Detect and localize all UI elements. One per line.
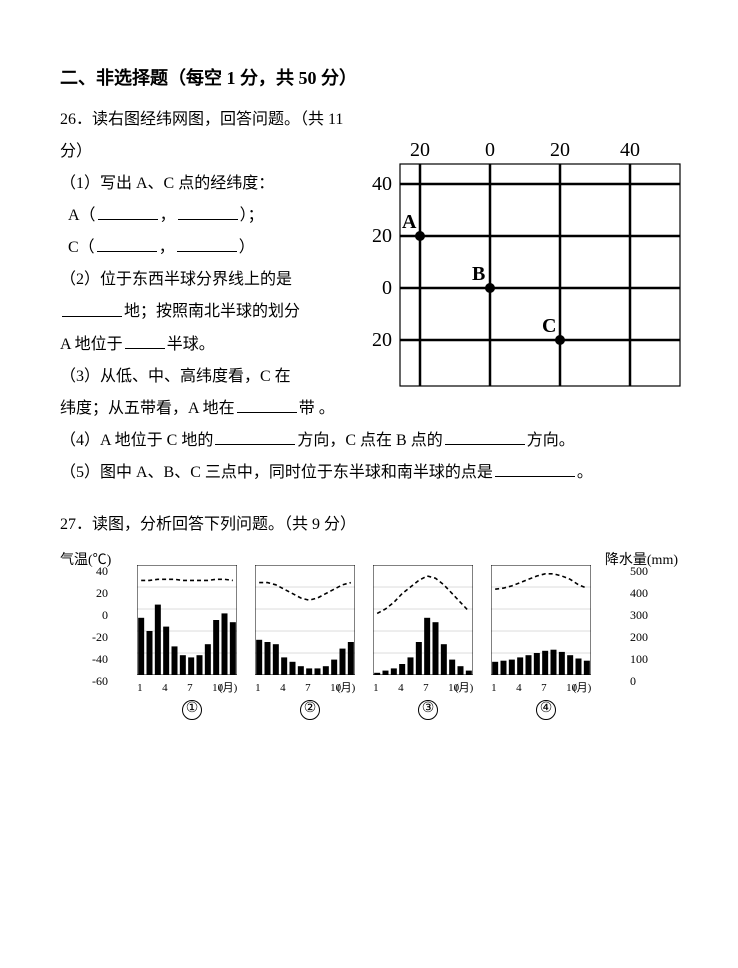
climate-chart: 14710(月) ④ (491, 565, 601, 723)
svg-text:B: B (472, 263, 485, 285)
blank (445, 425, 525, 445)
temp-tick: 20 (96, 581, 108, 605)
svg-text:20: 20 (372, 225, 392, 247)
month-axis: 14710(月) (255, 677, 365, 693)
climate-charts-row: 气温(℃) 40200-20-40-60 14710(月)①14710(月)②1… (60, 565, 678, 723)
q26-sub5: （5）图中 A、B、C 三点中，同时位于东半球和南半球的点是。 (60, 457, 678, 489)
climate-chart: 14710(月) ③ (373, 565, 483, 723)
q26-sub1: （1）写出 A、C 点的经纬度： (60, 168, 370, 200)
month-axis: 14710(月) (491, 677, 601, 693)
precip-axis: 降水量(mm) 5004003002001000 (626, 565, 678, 723)
q26-sub3a: （3）从低、中、高纬度看，C 在 (60, 361, 370, 393)
blank (178, 200, 238, 220)
question-26: 26．读右图经纬网图，回答问题。（共 11 分） （1）写出 A、C 点的经纬度… (60, 104, 678, 489)
precip-tick: 0 (630, 669, 636, 693)
blank (215, 425, 295, 445)
temp-tick: 0 (102, 603, 108, 627)
chart-number: ② (255, 695, 365, 723)
svg-text:0: 0 (382, 277, 392, 299)
precip-tick: 500 (630, 559, 648, 583)
q26-line-c: C（，） (60, 232, 370, 264)
climate-chart: 14710(月) ① (137, 565, 247, 723)
precip-tick: 100 (630, 647, 648, 671)
q26-prompt: 26．读右图经纬网图，回答问题。（共 11 分） (60, 104, 370, 168)
blank (177, 232, 237, 252)
svg-text:40: 40 (620, 139, 640, 161)
chart-number: ④ (491, 695, 601, 723)
precip-tick: 300 (630, 603, 648, 627)
svg-text:C: C (542, 315, 556, 337)
svg-text:20: 20 (372, 329, 392, 351)
blank (237, 393, 297, 413)
q27-prompt: 27．读图，分析回答下列问题。（共 9 分） (60, 509, 678, 541)
q26-line-a: A（，）； (60, 200, 370, 232)
temp-tick: -20 (92, 625, 108, 649)
q26-sub2c: A 地位于半球。 (60, 329, 370, 361)
section-title: 二、非选择题（每空 1 分，共 50 分） (60, 60, 678, 96)
precip-tick: 200 (630, 625, 648, 649)
svg-text:0: 0 (485, 139, 495, 161)
blank (495, 457, 575, 477)
q26-sub3b: 纬度；从五带看，A 地在带 。 (60, 393, 370, 425)
svg-text:40: 40 (372, 173, 392, 195)
blank (125, 329, 165, 349)
temp-tick: -60 (92, 669, 108, 693)
latlon-grid-figure: 20 0 20 40 40 20 0 20 A B C (360, 134, 690, 394)
precip-tick: 400 (630, 581, 648, 605)
blank (98, 200, 158, 220)
q26-sub2a: （2）位于东西半球分界线上的是 (60, 264, 370, 296)
blank (62, 296, 122, 316)
blank (97, 232, 157, 252)
svg-text:20: 20 (550, 139, 570, 161)
month-axis: 14710(月) (137, 677, 247, 693)
temp-tick: 40 (96, 559, 108, 583)
month-axis: 14710(月) (373, 677, 483, 693)
q26-sub2b: 地；按照南北半球的划分 (60, 296, 370, 328)
svg-text:A: A (402, 211, 417, 233)
q26-sub4: （4）A 地位于 C 地的方向，C 点在 B 点的方向。 (60, 425, 678, 457)
climate-chart: 14710(月) ② (255, 565, 365, 723)
svg-text:20: 20 (410, 139, 430, 161)
temp-tick: -40 (92, 647, 108, 671)
chart-number: ③ (373, 695, 483, 723)
question-27: 27．读图，分析回答下列问题。（共 9 分） 气温(℃) 40200-20-40… (60, 509, 678, 723)
temp-axis: 气温(℃) 40200-20-40-60 (60, 565, 112, 723)
chart-number: ① (137, 695, 247, 723)
